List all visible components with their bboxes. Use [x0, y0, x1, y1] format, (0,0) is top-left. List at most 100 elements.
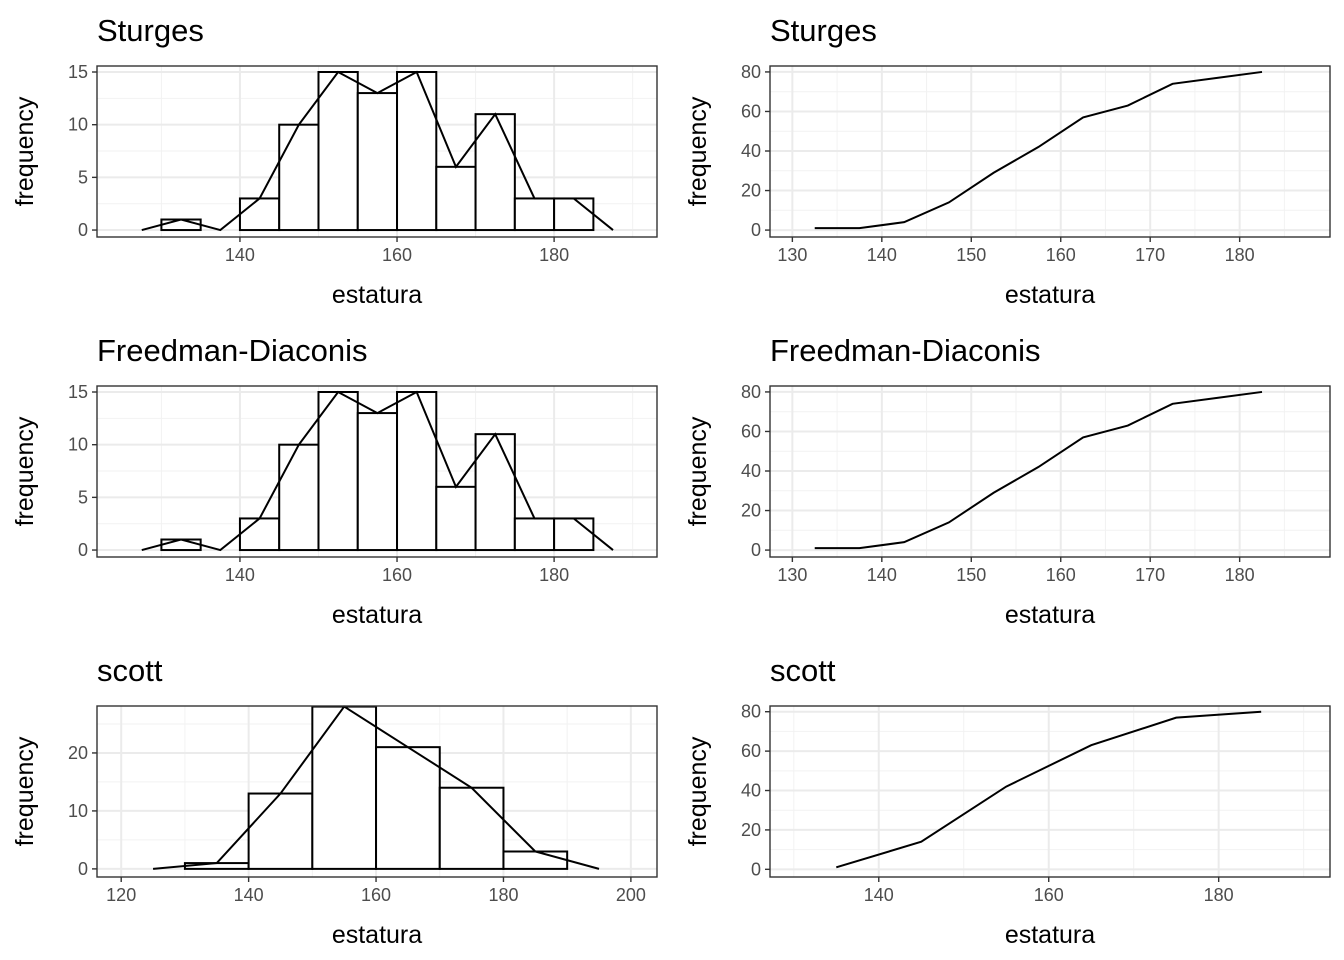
x-tick-label: 140 [867, 565, 897, 585]
x-tick-label: 160 [382, 245, 412, 265]
y-tick-label: 0 [751, 859, 761, 879]
y-axis-title: frequency [11, 96, 39, 206]
histogram-bar [553, 517, 595, 552]
y-axis-title: frequency [684, 416, 712, 526]
panel-border [96, 705, 658, 878]
y-tick-label: 15 [68, 62, 88, 82]
histogram-bar [438, 786, 505, 870]
y-tick-label: 10 [68, 435, 88, 455]
panel-border [96, 65, 658, 238]
x-tick-label: 170 [1135, 245, 1165, 265]
histogram-bar [317, 391, 359, 552]
y-axis-title: frequency [684, 96, 712, 206]
histogram-bar [375, 746, 441, 870]
histogram-bar [247, 792, 314, 870]
histogram-bar [435, 165, 477, 232]
y-tick-label: 5 [78, 487, 88, 507]
y-tick-label: 80 [741, 702, 761, 722]
histogram-bar [356, 412, 399, 552]
x-axis-title: estatura [1005, 601, 1095, 629]
y-tick-label: 20 [741, 820, 761, 840]
frequency-polygon [141, 390, 614, 552]
panel-title: Sturges [770, 13, 877, 48]
histogram-bar [553, 197, 595, 232]
histogram-bar [238, 517, 281, 552]
x-tick-label: 160 [1046, 245, 1076, 265]
y-tick-label: 0 [78, 540, 88, 560]
histogram-bar [356, 92, 399, 232]
frequency-polygon [141, 70, 614, 232]
y-axis-title: frequency [684, 736, 712, 846]
panel-1: 140 160 180 0 5 10 15 estatura frequency Sturges [11, 13, 658, 309]
x-tick-label: 180 [539, 565, 569, 585]
y-tick-label: 60 [741, 741, 761, 761]
histogram-bar [278, 123, 320, 232]
panel-6: 140 160 180 0 20 40 60 80 estatura frequency scott [684, 653, 1331, 949]
x-axis-title: estatura [332, 281, 422, 309]
y-axis-title: frequency [11, 416, 39, 526]
histogram-bar [513, 197, 556, 232]
y-tick-label: 10 [68, 801, 88, 821]
x-tick-label: 170 [1135, 565, 1165, 585]
x-axis-title: estatura [1005, 281, 1095, 309]
y-tick-label: 0 [78, 859, 88, 879]
y-tick-label: 5 [78, 167, 88, 187]
x-tick-label: 140 [225, 245, 255, 265]
x-tick-label: 180 [1225, 565, 1255, 585]
panel-title: scott [97, 653, 163, 688]
panel-title: scott [770, 653, 836, 688]
panel-5: 120 140 160 180 200 0 10 20 estatura frequency sco… [11, 653, 658, 949]
x-tick-label: 130 [777, 565, 807, 585]
panel-title: Freedman-Diaconis [97, 333, 368, 368]
histogram-bar [396, 71, 438, 232]
y-tick-label: 40 [741, 461, 761, 481]
panel-border [96, 385, 658, 558]
panel-3: 140 160 180 0 5 10 15 estatura frequency Freedman… [11, 333, 658, 629]
cumulative-frequency-line [835, 710, 1262, 869]
y-axis-title: frequency [11, 736, 39, 846]
x-tick-label: 160 [1034, 885, 1064, 905]
histogram-bar [513, 517, 556, 552]
y-tick-label: 0 [78, 220, 88, 240]
x-axis-title: estatura [332, 601, 422, 629]
y-tick-label: 80 [741, 382, 761, 402]
x-tick-label: 160 [382, 565, 412, 585]
frequency-polygon [152, 705, 600, 870]
y-tick-label: 60 [741, 101, 761, 121]
histogram-bar [160, 218, 202, 232]
histogram-bar [278, 443, 320, 552]
y-tick-label: 0 [751, 220, 761, 240]
x-axis-title: estatura [332, 921, 422, 949]
cumulative-frequency-line [814, 70, 1263, 230]
x-tick-label: 140 [234, 885, 264, 905]
x-tick-label: 120 [106, 885, 136, 905]
x-tick-label: 150 [956, 245, 986, 265]
y-tick-label: 40 [741, 141, 761, 161]
panel-title: Sturges [97, 13, 204, 48]
x-tick-label: 160 [1046, 565, 1076, 585]
histogram-bar [160, 538, 202, 552]
x-tick-label: 180 [539, 245, 569, 265]
histogram-bar [435, 485, 477, 552]
y-tick-label: 0 [751, 540, 761, 560]
cumulative-frequency-line [814, 390, 1263, 550]
x-tick-label: 130 [777, 245, 807, 265]
y-tick-label: 15 [68, 382, 88, 402]
histogram-bar [474, 113, 516, 232]
y-tick-label: 80 [741, 62, 761, 82]
histogram-bar [502, 850, 569, 870]
y-tick-label: 60 [741, 421, 761, 441]
x-tick-label: 140 [867, 245, 897, 265]
panel-title: Freedman-Diaconis [770, 333, 1041, 368]
histogram-bar [396, 391, 438, 552]
y-tick-label: 40 [741, 781, 761, 801]
histogram-bar [317, 71, 359, 232]
histogram-bar [238, 197, 281, 232]
x-tick-label: 180 [488, 885, 518, 905]
x-tick-label: 200 [616, 885, 646, 905]
panel-4: 130 140 150 160 170 180 0 20 40 60 80 estatura frequ… [684, 333, 1331, 629]
y-tick-label: 20 [741, 501, 761, 521]
y-tick-label: 10 [68, 115, 88, 135]
panel-2: 130 140 150 160 170 180 0 20 40 60 80 estatura frequ… [684, 13, 1331, 309]
